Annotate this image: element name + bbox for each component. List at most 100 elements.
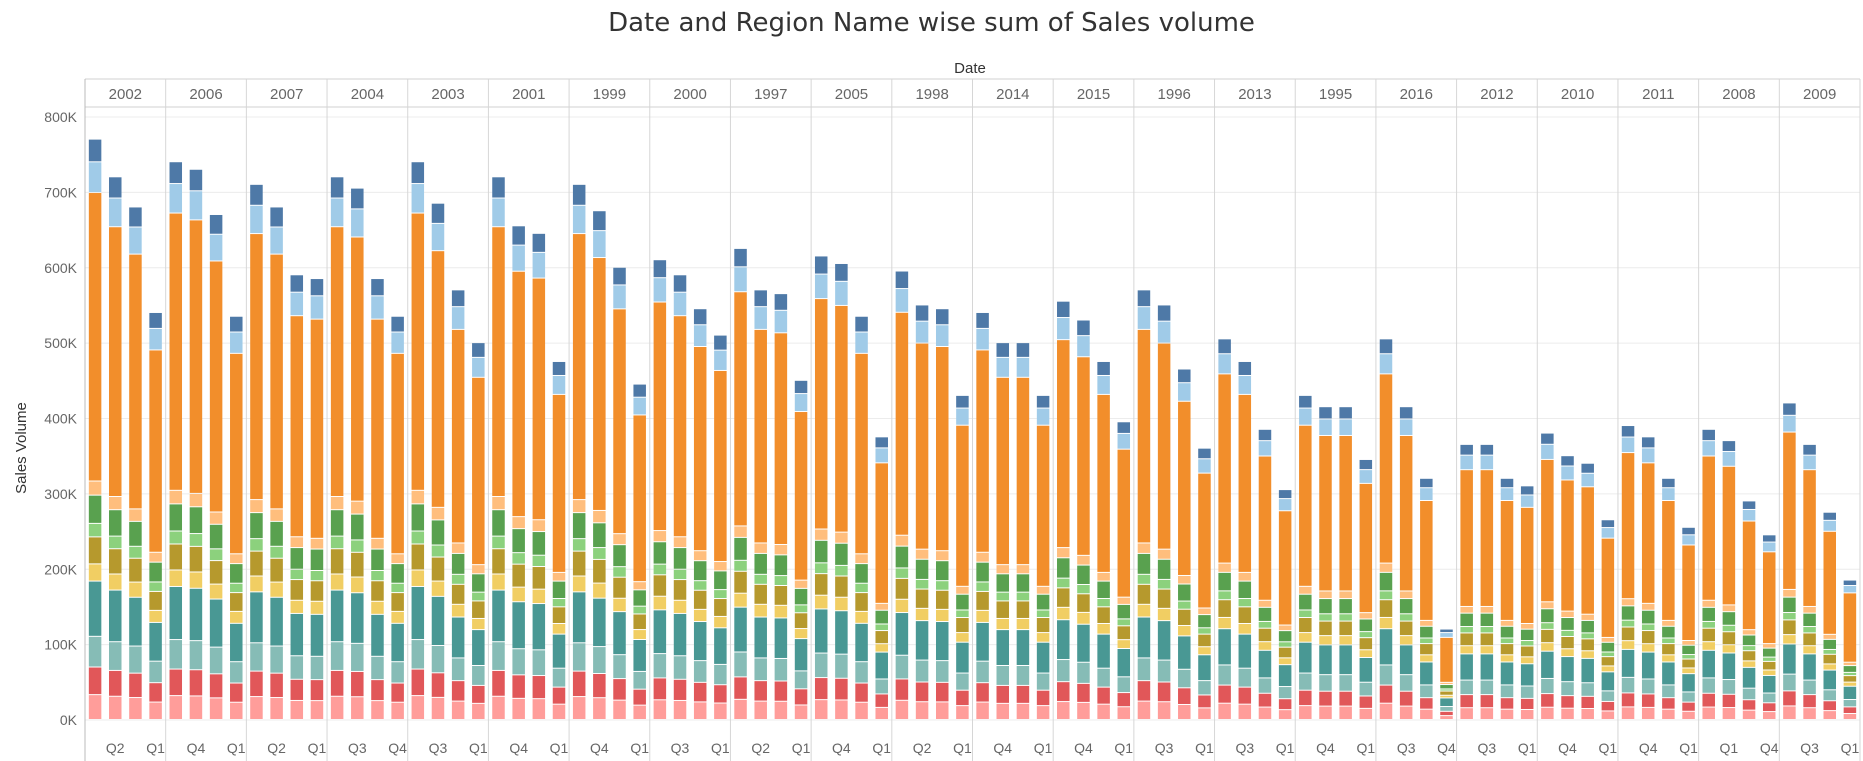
bar-segment [774, 701, 788, 719]
bar-segment [552, 375, 566, 394]
bar-segment [1682, 527, 1695, 535]
bar-segment [371, 614, 384, 656]
bar-segment [1762, 712, 1776, 719]
bar-segment [1803, 654, 1816, 680]
year-header-label: 2009 [1803, 86, 1836, 103]
bar-segment [230, 353, 243, 554]
bar-segment [472, 618, 485, 630]
bar-segment [835, 597, 848, 611]
bar-segment [693, 561, 707, 581]
bar-segment [109, 497, 122, 510]
bar-segment [1077, 683, 1090, 702]
bar-segment [1460, 613, 1473, 627]
bar-segment [512, 553, 525, 564]
bar-segment [391, 611, 404, 623]
bar-segment [1440, 637, 1453, 682]
bar-segment [774, 618, 788, 658]
bar-segment [734, 560, 747, 571]
bar-segment [1742, 501, 1756, 509]
bar-segment [1359, 619, 1373, 632]
bar-segment [492, 574, 505, 590]
bar-segment [1339, 636, 1352, 645]
bar-segment [895, 289, 909, 312]
bar-segment [1460, 455, 1473, 470]
bar-segment [149, 562, 162, 582]
bar-segment [391, 564, 404, 583]
bar-segment [1500, 638, 1514, 644]
bar-segment [1702, 650, 1715, 678]
bar-segment [1057, 588, 1070, 607]
bar-segment [209, 549, 223, 561]
bar-segment [391, 316, 404, 332]
bar-segment [1077, 320, 1090, 336]
bar-segment [794, 613, 808, 629]
bar-segment [189, 493, 203, 507]
bar-segment [754, 584, 767, 604]
bar-segment [1460, 633, 1473, 646]
bar-segment [1278, 642, 1292, 647]
bar-segment [189, 507, 203, 534]
bar-segment [593, 598, 606, 647]
bar-segment [1682, 641, 1695, 645]
bar-segment [1319, 706, 1332, 719]
bar-segment [1319, 645, 1332, 675]
bar-segment [431, 223, 445, 251]
bar-segment [1399, 675, 1413, 691]
bar-segment [1420, 478, 1433, 488]
bar-segment [411, 640, 425, 669]
bar-segment [1581, 651, 1594, 658]
bar-segment [714, 590, 727, 599]
bar-segment [290, 569, 304, 580]
bar-segment [1258, 650, 1272, 678]
bar-segment [1258, 628, 1272, 642]
bar-segment [1117, 640, 1131, 648]
bar-segment [371, 319, 384, 538]
bar-segment [1823, 701, 1836, 711]
bar-segment [1299, 610, 1312, 618]
quarter-tick-label: Q3 [1235, 740, 1254, 756]
bar-segment [1742, 509, 1756, 521]
bar-segment [1339, 435, 1352, 591]
bar-segment [88, 667, 102, 695]
bar-segment [1238, 572, 1252, 581]
bar-segment [492, 536, 505, 549]
bar-segment [1722, 708, 1736, 719]
bar-segment [189, 169, 203, 191]
bar-segment [1803, 646, 1816, 654]
bar-segment [1198, 647, 1211, 655]
bar-segment [976, 552, 989, 562]
bar-segment [1238, 375, 1252, 394]
bar-segment [330, 549, 344, 574]
y-axis-title: Sales Volume [13, 402, 30, 494]
bar-segment [189, 588, 203, 641]
bar-segment [1742, 635, 1756, 646]
bar-segment [169, 213, 183, 490]
bar-segment [1299, 690, 1312, 706]
bar-segment [613, 655, 626, 679]
bar-segment [714, 350, 727, 370]
bar-segment [472, 377, 485, 565]
bar-segment [250, 500, 263, 513]
bar-segment [996, 574, 1010, 592]
bar-segment [754, 543, 767, 553]
bar-segment [1077, 624, 1090, 662]
bar-segment [976, 661, 989, 683]
quarter-tick-label: Q4 [509, 740, 528, 756]
bar-segment [88, 162, 102, 193]
bar-segment [633, 582, 646, 590]
bar-segment [451, 604, 465, 617]
bar-segment [895, 546, 909, 568]
bar-segment [431, 557, 445, 581]
bar-segment [431, 203, 445, 223]
bar-segment [572, 576, 586, 592]
bar-segment [1742, 710, 1756, 719]
bar-segment [1783, 706, 1796, 719]
bar-segment [1278, 699, 1292, 710]
bar-segment [230, 316, 243, 332]
bar-segment [915, 621, 929, 660]
bar-segment [1823, 654, 1836, 664]
bar-segment [1258, 600, 1272, 607]
bar-segment [391, 593, 404, 611]
bar-segment [371, 570, 384, 581]
bar-segment [875, 679, 888, 694]
